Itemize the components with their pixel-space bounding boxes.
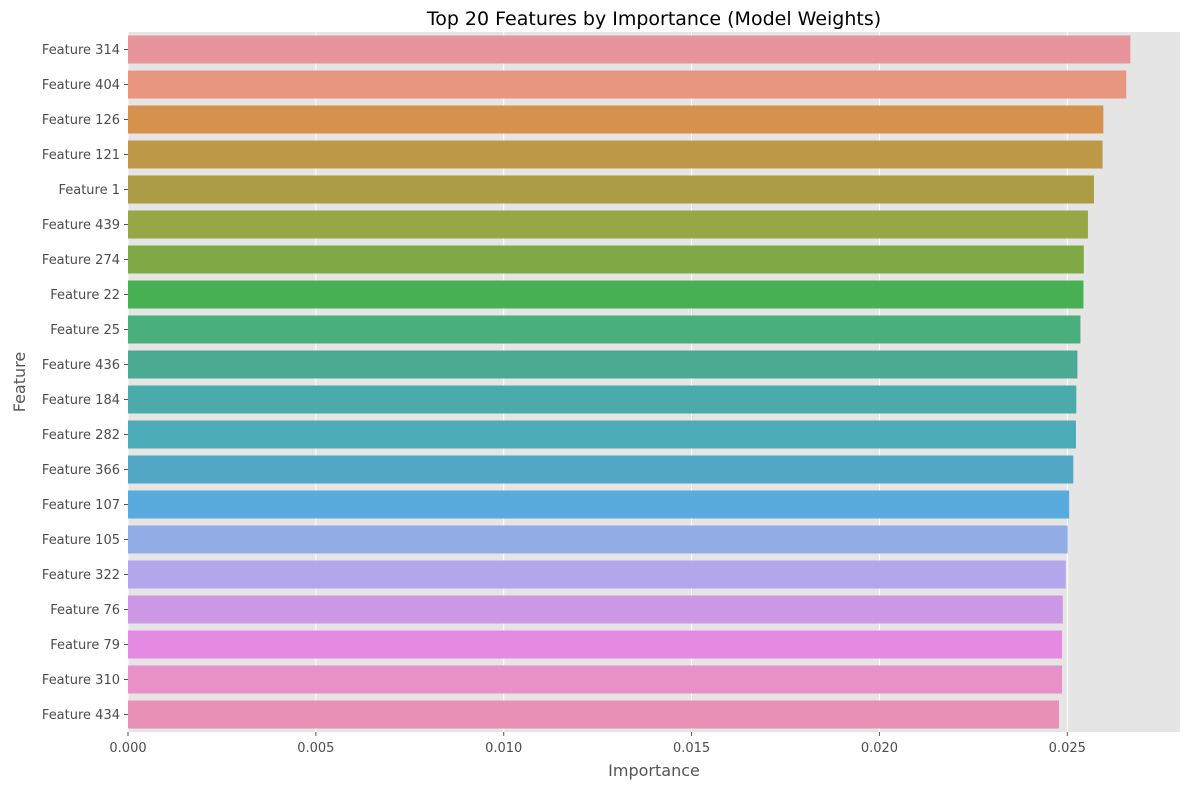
y-tick-label: Feature 434 — [42, 708, 120, 723]
x-tick-label: 0.010 — [485, 741, 522, 756]
y-tick-label: Feature 25 — [50, 323, 120, 338]
y-tick-label: Feature 121 — [42, 148, 120, 163]
y-tick-label: Feature 105 — [42, 533, 120, 548]
bar — [128, 700, 1060, 729]
y-tick-label: Feature 310 — [42, 673, 120, 688]
y-tick-label: Feature 404 — [42, 78, 120, 93]
bar — [128, 665, 1063, 694]
y-tick-label: Feature 439 — [42, 218, 120, 233]
bar — [128, 35, 1131, 64]
y-tick-label: Feature 282 — [42, 428, 120, 443]
bar — [128, 105, 1104, 134]
y-tick-label: Feature 126 — [42, 113, 120, 128]
bar — [128, 315, 1081, 344]
y-tick-label: Feature 1 — [58, 183, 120, 198]
bar — [128, 70, 1127, 99]
bar — [128, 525, 1068, 554]
bar — [128, 560, 1066, 589]
x-tick-labels: 0.000 0.005 0.010 0.015 0.020 0.025 — [109, 732, 1086, 756]
bar — [128, 210, 1088, 239]
y-tick-labels: Feature 314 Feature 404 Feature 126 Feature… — [42, 43, 128, 723]
y-tick-label: Feature 314 — [42, 43, 120, 58]
x-tick-label: 0.005 — [297, 741, 334, 756]
y-tick-label: Feature 107 — [42, 498, 120, 513]
y-tick-label: Feature 76 — [50, 603, 120, 618]
x-tick-label: 0.025 — [1049, 741, 1086, 756]
y-tick-label: Feature 274 — [42, 253, 120, 268]
bar — [128, 420, 1076, 449]
y-tick-label: Feature 184 — [42, 393, 120, 408]
y-axis-title: Feature — [10, 352, 29, 412]
bar — [128, 490, 1070, 519]
x-tick-label: 0.000 — [109, 741, 146, 756]
y-tick-label: Feature 436 — [42, 358, 120, 373]
y-tick-label: Feature 322 — [42, 568, 120, 583]
bar — [128, 350, 1078, 379]
y-tick-label: Feature 79 — [50, 638, 120, 653]
x-tick-label: 0.020 — [861, 741, 898, 756]
bar — [128, 455, 1074, 484]
x-tick-label: 0.015 — [673, 741, 710, 756]
bar — [128, 630, 1063, 659]
bar — [128, 140, 1103, 169]
bar — [128, 245, 1084, 274]
y-tick-label: Feature 22 — [50, 288, 120, 303]
chart-title: Top 20 Features by Importance (Model Wei… — [426, 8, 881, 30]
x-axis-title: Importance — [608, 761, 700, 780]
plot-background — [128, 32, 1180, 732]
bar — [128, 280, 1084, 309]
bars — [128, 35, 1131, 729]
bar — [128, 175, 1094, 204]
bar — [128, 595, 1063, 624]
bar — [128, 385, 1077, 414]
y-tick-label: Feature 366 — [42, 463, 120, 478]
